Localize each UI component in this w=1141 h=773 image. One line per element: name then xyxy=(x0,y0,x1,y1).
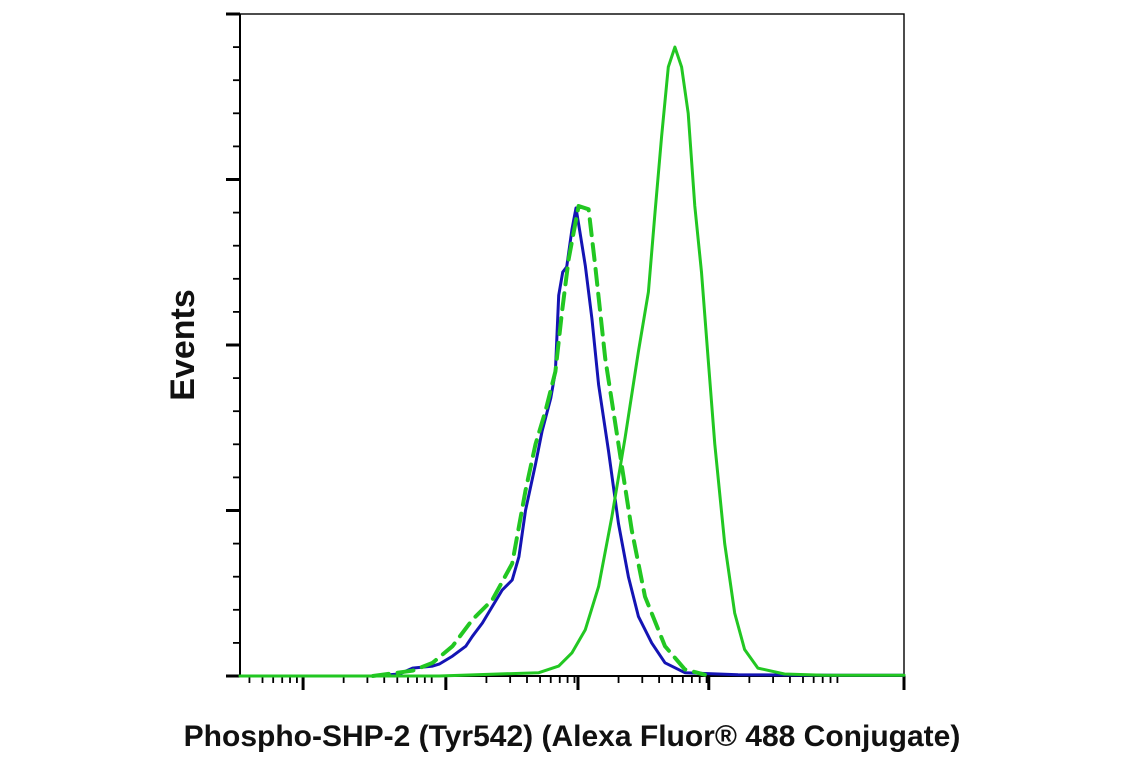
series-line-3 xyxy=(238,45,906,678)
series-layer xyxy=(238,45,906,678)
axes xyxy=(226,12,906,690)
series-line-1 xyxy=(371,206,906,678)
series-line-2 xyxy=(370,204,707,678)
plot-frame xyxy=(239,13,905,677)
y-axis-label: Events xyxy=(164,289,202,401)
x-axis-label: Phospho-SHP-2 (Tyr542) (Alexa Fluor® 488… xyxy=(184,720,961,753)
